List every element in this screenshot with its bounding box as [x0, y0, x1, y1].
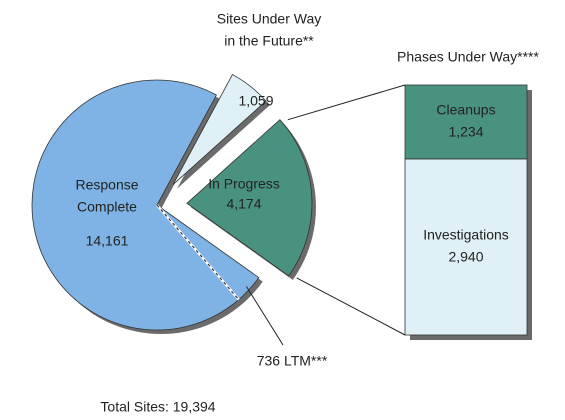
pie-slice — [186, 119, 313, 277]
slice-label: In Progress — [208, 176, 280, 192]
pie-slice — [172, 74, 267, 185]
connector — [287, 84, 406, 121]
bar-title: Phases Under Way**** — [397, 49, 539, 65]
ltm-leader — [246, 286, 284, 346]
slice-label: Complete — [77, 199, 137, 215]
pie-slice — [31, 79, 260, 331]
bar-segment — [404, 84, 528, 160]
bar-label: Cleanups — [436, 102, 495, 118]
slice-value: 14,161 — [86, 233, 129, 249]
ltm-label: 736 LTM*** — [257, 353, 328, 369]
slice-label: in the Future** — [224, 33, 314, 49]
connector — [296, 277, 406, 336]
slice-value: 1,059 — [238, 93, 273, 109]
bar-segment — [404, 158, 528, 336]
slice-value: 4,174 — [226, 196, 261, 212]
total-label: Total Sites: 19,394 — [100, 399, 215, 415]
ltm-boundary-dash — [156, 204, 240, 300]
bar-label: Investigations — [423, 227, 509, 243]
bar-value: 1,234 — [448, 124, 483, 140]
slice-label: Response — [75, 177, 138, 193]
slice-label: Sites Under Way — [217, 11, 322, 27]
bar-value: 2,940 — [448, 249, 483, 265]
